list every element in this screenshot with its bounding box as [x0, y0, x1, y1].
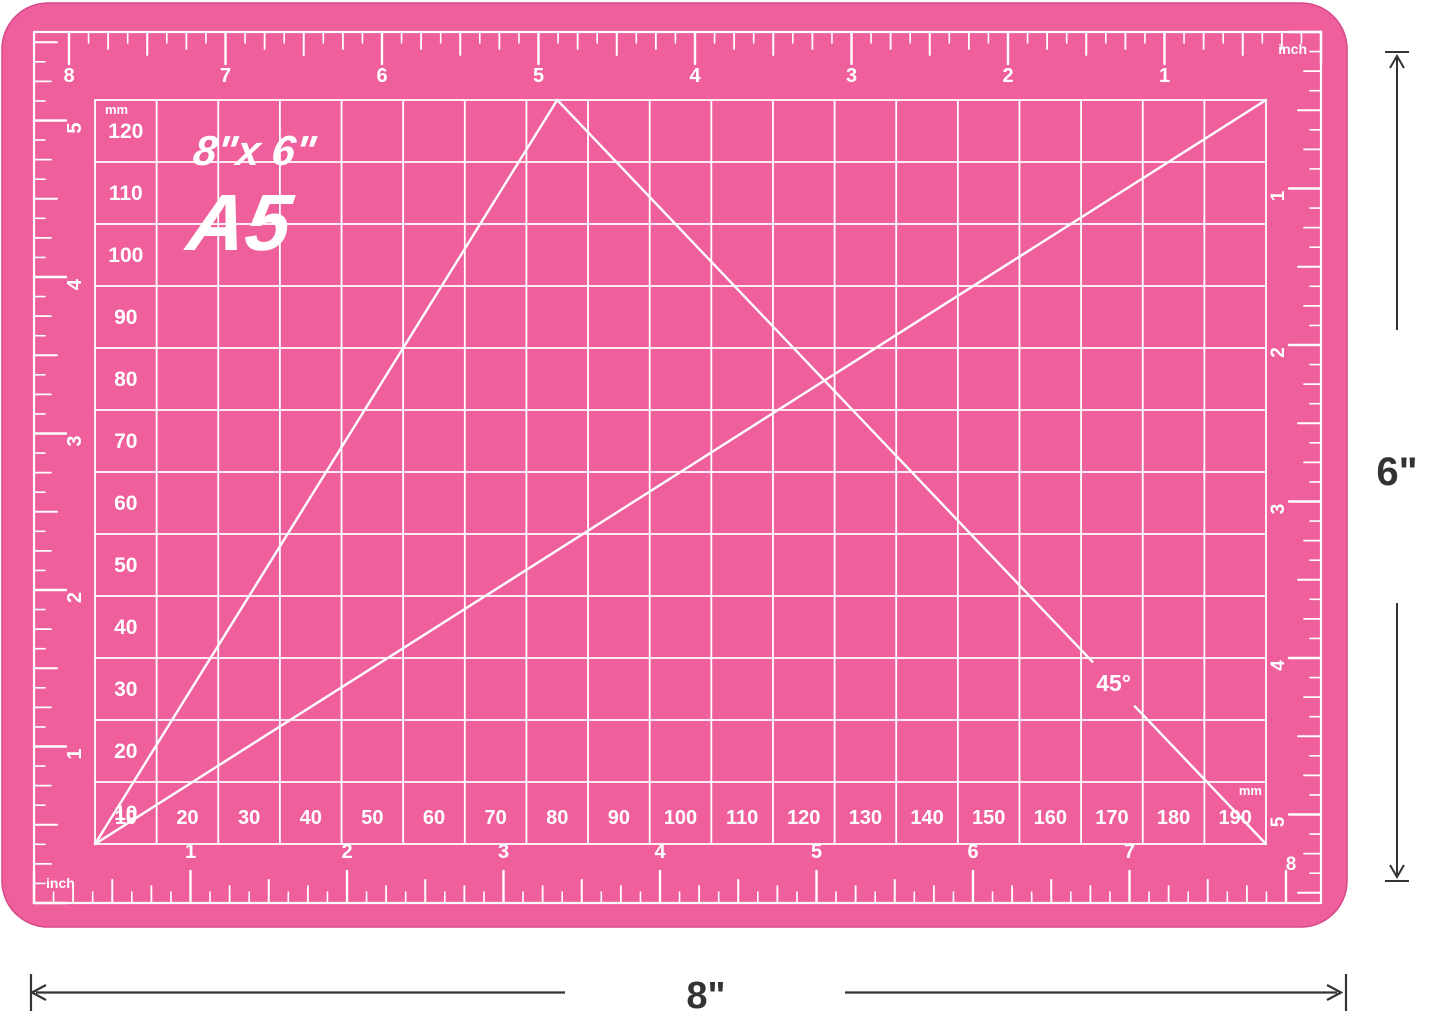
svg-text:7: 7: [220, 65, 231, 87]
svg-text:inch: inch: [1278, 41, 1307, 57]
svg-text:2: 2: [341, 841, 352, 863]
svg-text:120: 120: [787, 807, 820, 829]
svg-text:5: 5: [533, 65, 544, 87]
svg-text:50: 50: [361, 807, 383, 829]
svg-text:2: 2: [1268, 347, 1289, 358]
svg-text:4: 4: [654, 841, 666, 863]
svg-text:70: 70: [484, 807, 506, 829]
svg-text:6": 6": [1376, 450, 1417, 494]
svg-text:110: 110: [726, 807, 758, 829]
svg-text:3: 3: [64, 435, 86, 446]
svg-text:90: 90: [114, 306, 137, 329]
svg-text:8: 8: [63, 65, 74, 87]
svg-text:4: 4: [64, 278, 86, 290]
svg-text:170: 170: [1095, 807, 1128, 829]
svg-text:150: 150: [972, 807, 1005, 829]
svg-text:4: 4: [689, 65, 701, 87]
svg-text:mm: mm: [105, 102, 128, 117]
svg-text:30: 30: [114, 678, 137, 701]
svg-text:40: 40: [300, 807, 322, 829]
svg-text:5: 5: [64, 122, 86, 133]
svg-text:5: 5: [811, 841, 822, 863]
svg-text:5: 5: [1268, 816, 1289, 827]
svg-text:70: 70: [114, 430, 137, 453]
svg-text:4: 4: [1268, 660, 1289, 671]
svg-text:30: 30: [238, 807, 260, 829]
svg-text:110: 110: [109, 182, 143, 205]
svg-text:120: 120: [108, 120, 143, 143]
svg-text:100: 100: [108, 244, 143, 267]
svg-text:100: 100: [664, 807, 697, 829]
svg-text:45°: 45°: [1096, 670, 1131, 696]
svg-text:8": 8": [686, 975, 725, 1017]
svg-text:40: 40: [114, 616, 137, 639]
svg-text:90: 90: [608, 807, 630, 829]
svg-text:80: 80: [114, 368, 137, 391]
svg-text:3: 3: [1268, 504, 1289, 515]
svg-text:140: 140: [910, 807, 943, 829]
svg-text:1: 1: [1268, 190, 1289, 201]
svg-text:6: 6: [376, 65, 387, 87]
svg-text:50: 50: [114, 554, 137, 577]
svg-text:60: 60: [114, 492, 137, 515]
svg-text:7: 7: [1124, 841, 1135, 863]
svg-text:8"x 6": 8"x 6": [191, 127, 320, 174]
svg-text:A5: A5: [180, 178, 298, 268]
svg-text:mm: mm: [1239, 783, 1262, 798]
svg-text:60: 60: [423, 807, 445, 829]
svg-text:1: 1: [64, 748, 86, 759]
svg-text:1: 1: [185, 841, 196, 863]
svg-text:inch: inch: [46, 875, 75, 891]
svg-text:160: 160: [1034, 807, 1067, 829]
svg-text:3: 3: [498, 841, 509, 863]
svg-text:1: 1: [1159, 65, 1170, 87]
svg-text:2: 2: [64, 592, 86, 603]
svg-text:20: 20: [114, 740, 137, 763]
svg-text:6: 6: [967, 841, 978, 863]
svg-text:180: 180: [1157, 807, 1190, 829]
svg-text:80: 80: [546, 807, 568, 829]
svg-text:8: 8: [1286, 854, 1297, 875]
svg-text:2: 2: [1002, 65, 1013, 87]
svg-text:130: 130: [849, 807, 882, 829]
svg-text:3: 3: [846, 65, 857, 87]
svg-text:20: 20: [176, 807, 198, 829]
